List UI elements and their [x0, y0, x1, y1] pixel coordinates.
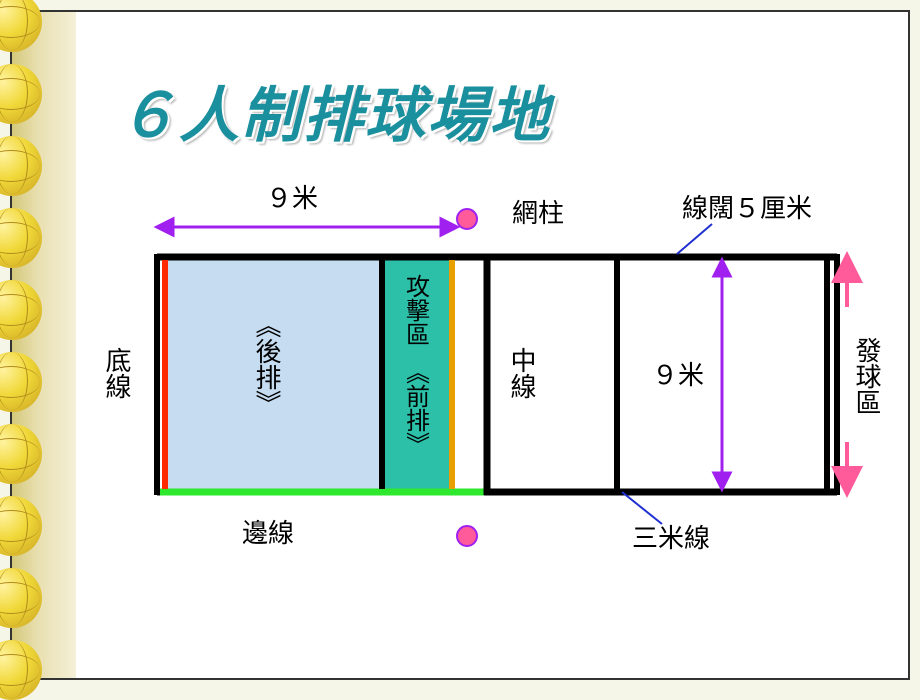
end-line-label: 底線 — [102, 347, 132, 399]
center-line-label: 中線 — [507, 347, 537, 399]
three-m-line-label: 三米線 — [632, 523, 710, 553]
line-width-pointer — [677, 224, 712, 254]
height-9m-label: ９米 — [652, 360, 704, 390]
net-post-label: 網柱 — [512, 198, 564, 228]
three-m-pointer — [622, 492, 662, 524]
front-row-label: ︽前排︾ — [402, 360, 430, 456]
net-post-top-icon — [457, 209, 477, 229]
serve-zone-label: 發球區 — [852, 337, 882, 415]
net-post-bottom-icon — [457, 526, 477, 546]
line-width-label: 線闊５厘米 — [682, 193, 812, 223]
back-row-label: ︽後排︾ — [252, 312, 282, 416]
side-line-label: 邊線 — [242, 518, 294, 548]
width-9m-label: ９米 — [266, 183, 318, 213]
court-diagram: ９米 網柱 線闊５厘米 ９米 底線 ︽後排︾ 攻擊區 ︽前排︾ 中線 發球區 邊… — [12, 12, 912, 682]
attack-zone-label: 攻擊區 — [402, 274, 430, 346]
